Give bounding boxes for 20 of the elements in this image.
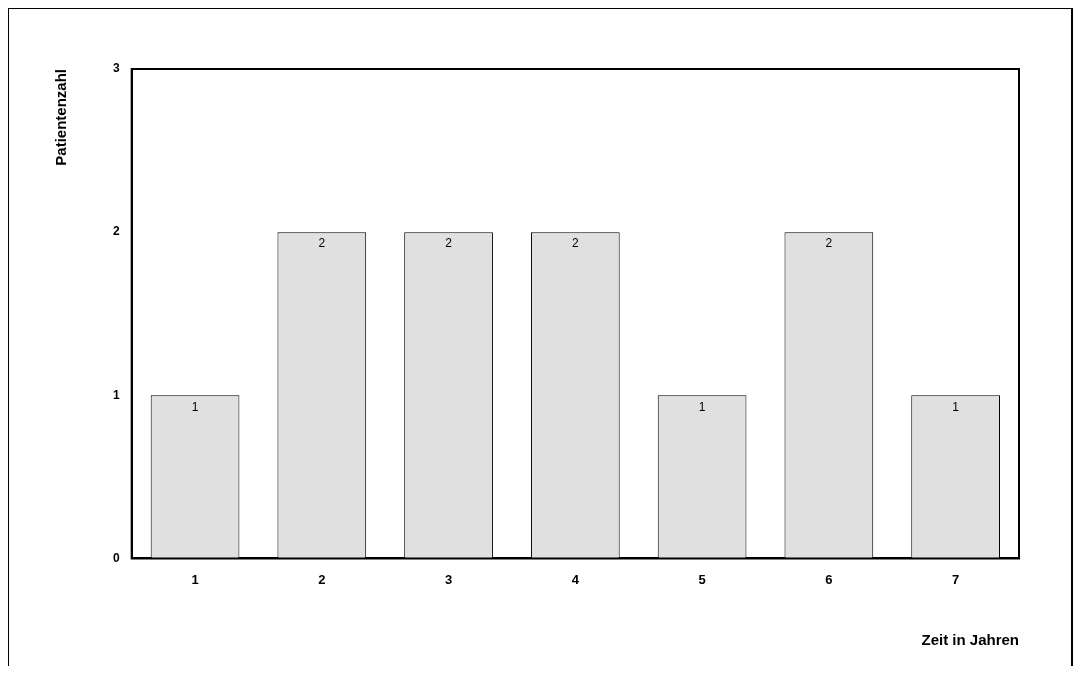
data-label: 2 bbox=[825, 236, 833, 251]
x-axis-title: Zeit in Jahren bbox=[921, 631, 1019, 649]
y-tick-label: 1 bbox=[112, 387, 120, 402]
data-label: 1 bbox=[952, 399, 960, 414]
x-tick-label: 5 bbox=[698, 571, 706, 587]
x-tick-label: 1 bbox=[191, 571, 199, 587]
y-tick-label: 3 bbox=[112, 61, 120, 76]
x-tick-label: 4 bbox=[571, 571, 580, 587]
data-label: 1 bbox=[191, 399, 199, 414]
x-tick-label: 2 bbox=[318, 571, 326, 587]
data-label: 2 bbox=[571, 236, 579, 251]
data-label: 2 bbox=[445, 236, 453, 251]
y-tick-label: 2 bbox=[112, 224, 120, 239]
data-label: 1 bbox=[698, 399, 706, 414]
x-tick-label: 3 bbox=[444, 571, 453, 587]
data-label: 2 bbox=[318, 236, 326, 251]
x-tick-label: 6 bbox=[825, 571, 833, 587]
x-tick-label: 7 bbox=[952, 571, 960, 587]
y-axis-title: Patientenzahl bbox=[52, 69, 70, 166]
y-tick-label: 0 bbox=[112, 550, 120, 565]
